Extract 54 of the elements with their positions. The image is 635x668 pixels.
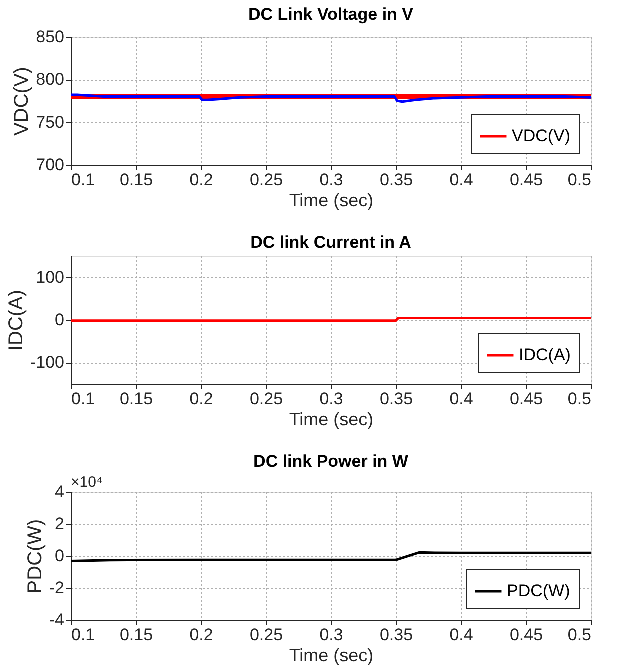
y-tick-label: -2 — [49, 578, 64, 598]
y-axis-title: IDC(A) — [5, 290, 28, 352]
y-tick-label: 0 — [55, 546, 64, 566]
y-tick-label: 2 — [55, 514, 64, 534]
x-tick-label: 0.3 — [320, 626, 344, 644]
x-tick-label: 0.15 — [120, 170, 154, 190]
x-tick-label: 0.35 — [380, 170, 414, 190]
x-tick-label: 0.1 — [72, 626, 96, 644]
x-axis-title: Time (sec) — [289, 646, 374, 666]
legend-label: PDC(W) — [507, 582, 570, 600]
y-tick-label: 4 — [55, 482, 64, 502]
x-tick-label: 0.25 — [250, 626, 284, 644]
chart-title: DC link Current in A — [250, 233, 412, 252]
x-tick-label: 0.3 — [320, 170, 344, 190]
y-tick-label: 750 — [36, 112, 64, 132]
x-tick-label: 0.15 — [120, 390, 154, 408]
x-tick-label: 0.15 — [120, 626, 154, 644]
x-tick-label: 0.3 — [320, 390, 344, 408]
y-tick-label: 700 — [36, 156, 64, 174]
line-series — [71, 94, 591, 104]
x-tick-label: 0.5 — [568, 170, 592, 190]
x-axis-title: Time (sec) — [289, 190, 374, 210]
x-tick-label: 0.2 — [190, 170, 214, 190]
x-tick-label: 0.25 — [250, 390, 284, 408]
y-tick-label: 850 — [36, 28, 64, 46]
chart-title: DC link Power in W — [254, 452, 410, 471]
y-axis-title: PDC(W) — [24, 519, 46, 594]
x-tick-label: 0.1 — [72, 390, 96, 408]
y-tick-label: 800 — [36, 70, 64, 90]
x-tick-label: 0.2 — [190, 626, 214, 644]
x-tick-label: 0.2 — [190, 390, 214, 408]
x-axis-title: Time (sec) — [289, 410, 374, 430]
chart-title: DC Link Voltage in V — [248, 5, 414, 24]
x-tick-label: 0.45 — [510, 626, 544, 644]
x-tick-label: 0.4 — [450, 390, 474, 408]
text: ×10⁴ — [71, 474, 103, 491]
y-tick-label: 100 — [36, 268, 64, 287]
legend-label: VDC(V) — [512, 126, 571, 146]
y-tick-label: -4 — [49, 610, 64, 630]
x-tick-label: 0.35 — [380, 390, 414, 408]
legend-label: IDC(A) — [519, 346, 571, 364]
line-series — [71, 551, 591, 563]
y-axis-title: VDC(V) — [11, 67, 34, 136]
y-tick-label: -100 — [30, 353, 64, 372]
x-tick-label: 0.4 — [450, 626, 474, 644]
x-tick-label: 0.5 — [568, 390, 592, 408]
x-tick-label: 0.5 — [568, 626, 592, 644]
x-tick-label: 0.1 — [72, 170, 96, 190]
x-tick-label: 0.45 — [510, 390, 544, 408]
x-tick-label: 0.25 — [250, 170, 284, 190]
y-tick-label: 0 — [55, 310, 64, 330]
x-tick-label: 0.35 — [380, 626, 414, 644]
x-tick-label: 0.45 — [510, 170, 544, 190]
x-tick-label: 0.4 — [450, 170, 474, 190]
